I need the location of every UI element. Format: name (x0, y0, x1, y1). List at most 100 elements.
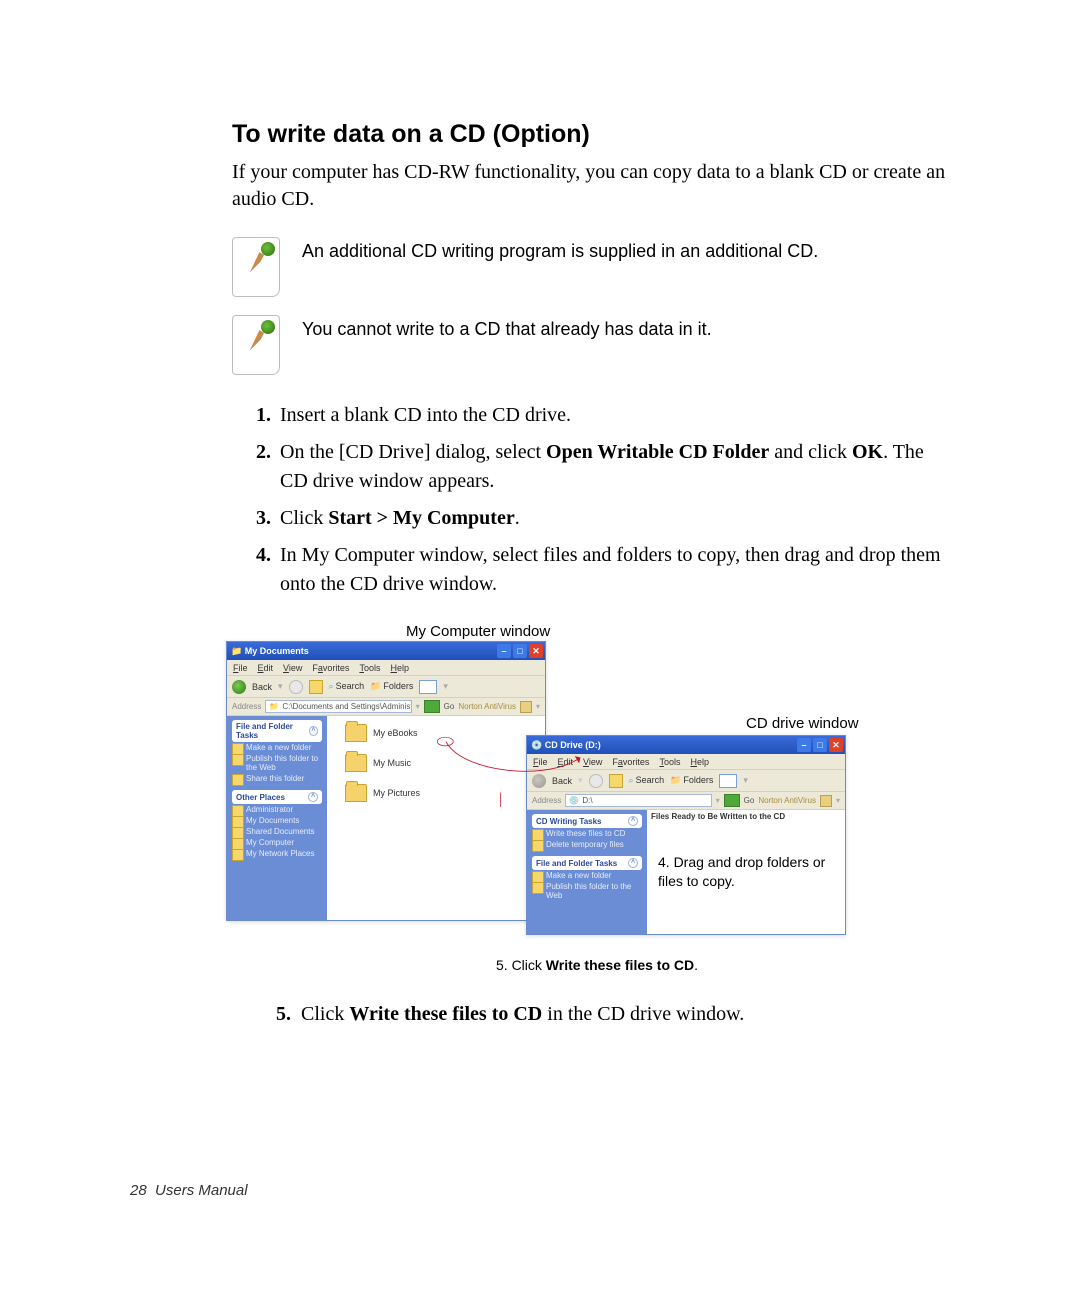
figure-area: My Computer window CD drive window 📁 My … (226, 627, 886, 987)
window-title: 💿 CD Drive (D:) (531, 740, 601, 751)
menu-view[interactable]: View (283, 663, 302, 673)
step-bold: Open Writable CD Folder (546, 441, 769, 463)
cd-drive-window: 💿 CD Drive (D:) – □ ✕ File Edit View Fav… (526, 735, 846, 935)
back-label: Back (552, 776, 572, 786)
note-icon (232, 237, 280, 297)
side-item[interactable]: Publish this folder to the Web (532, 881, 642, 901)
menu-help[interactable]: Help (390, 663, 409, 673)
go-label: Go (444, 702, 455, 711)
note-icon (232, 315, 280, 375)
side-item[interactable]: Delete temporary files (532, 839, 642, 850)
intro-paragraph: If your computer has CD-RW functionality… (232, 159, 950, 213)
norton-icon[interactable] (520, 701, 532, 713)
note-text: You cannot write to a CD that already ha… (302, 315, 712, 342)
side-item[interactable]: Administrator (232, 804, 322, 815)
step-text: On the [CD Drive] dialog, select (280, 441, 546, 463)
menu-view[interactable]: View (583, 757, 602, 767)
maximize-button[interactable]: □ (813, 738, 827, 752)
step-text: . (515, 507, 520, 529)
side-item[interactable]: Share this folder (232, 773, 322, 784)
step-3: Click Start > My Computer. (276, 504, 950, 533)
address-field[interactable]: 📁 C:\Documents and Settings\Administrato… (265, 700, 411, 713)
folder-pictures[interactable]: My Pictures (345, 784, 420, 802)
menu-help[interactable]: Help (690, 757, 709, 767)
close-button[interactable]: ✕ (829, 738, 843, 752)
menubar: File Edit View Favorites Tools Help (227, 660, 545, 676)
back-button (532, 774, 546, 788)
note-2: You cannot write to a CD that already ha… (232, 315, 950, 375)
callout-4: 4. Drag and drop folders or files to cop… (658, 853, 838, 891)
up-button[interactable] (309, 680, 323, 694)
side-item[interactable]: Make a new folder (232, 742, 322, 753)
norton-label: Norton AntiVirus (758, 796, 816, 805)
window-title: 📁 My Documents (231, 646, 309, 657)
menu-tools[interactable]: Tools (359, 663, 380, 673)
folder-icon (345, 784, 367, 802)
side-item[interactable]: My Documents (232, 815, 322, 826)
address-bar: Address 💿 D:\ ▾ Go Norton AntiVirus ▾ (527, 792, 845, 810)
minimize-button[interactable]: – (497, 644, 511, 658)
go-button[interactable] (424, 700, 440, 713)
back-button[interactable] (232, 680, 246, 694)
minimize-button[interactable]: – (797, 738, 811, 752)
side-item[interactable]: Publish this folder to the Web (232, 753, 322, 773)
search-button[interactable]: Search (329, 681, 365, 692)
titlebar: 📁 My Documents – □ ✕ (227, 642, 545, 660)
go-label: Go (744, 796, 755, 805)
main-pane: My eBooks My Music My Pictures (327, 716, 545, 920)
side-item[interactable]: My Computer (232, 837, 322, 848)
maximize-button[interactable]: □ (513, 644, 527, 658)
page-footer: 28 Users Manual (130, 1182, 248, 1199)
step-4: In My Computer window, select files and … (276, 541, 950, 599)
step-bold: Start > My Computer (328, 507, 514, 529)
step-5: 5.Click Write these files to CD in the C… (232, 1003, 950, 1026)
step-text: and click (769, 441, 852, 463)
address-label: Address (232, 702, 261, 711)
folder-music[interactable]: My Music (345, 754, 411, 772)
menu-file[interactable]: File (233, 663, 248, 673)
search-button[interactable]: Search (629, 775, 665, 786)
side-item-write-files[interactable]: Write these files to CD (532, 828, 642, 839)
views-button[interactable] (419, 680, 437, 694)
side-group-header[interactable]: File and Folder Tasks˄ (532, 856, 642, 870)
note-1: An additional CD writing program is supp… (232, 237, 950, 297)
close-button[interactable]: ✕ (529, 644, 543, 658)
note-text: An additional CD writing program is supp… (302, 237, 818, 264)
side-item[interactable]: Shared Documents (232, 826, 322, 837)
address-field[interactable]: 💿 D:\ (565, 794, 711, 807)
menu-file[interactable]: File (533, 757, 548, 767)
side-item[interactable]: Make a new folder (532, 870, 642, 881)
up-button[interactable] (609, 774, 623, 788)
toolbar: Back ▾ Search Folders ▾ (227, 676, 545, 698)
go-button[interactable] (724, 794, 740, 807)
menu-favorites[interactable]: Favorites (612, 757, 649, 767)
step-1: Insert a blank CD into the CD drive. (276, 401, 950, 430)
menu-edit[interactable]: Edit (258, 663, 274, 673)
norton-icon[interactable] (820, 795, 832, 807)
caption-cd-drive: CD drive window (746, 715, 859, 732)
caption-my-computer: My Computer window (406, 623, 550, 640)
folder-ebooks[interactable]: My eBooks (345, 724, 418, 742)
toolbar: Back ▾ Search Folders ▾ (527, 770, 845, 792)
titlebar: 💿 CD Drive (D:) – □ ✕ (527, 736, 845, 754)
step-2: On the [CD Drive] dialog, select Open Wr… (276, 438, 950, 496)
menu-favorites[interactable]: Favorites (312, 663, 349, 673)
side-pane: File and Folder Tasks˄ Make a new folder… (227, 716, 327, 920)
callout-5: 5. Click Write these files to CD. (496, 957, 698, 973)
side-pane: CD Writing Tasks˄ Write these files to C… (527, 810, 647, 934)
side-group-header[interactable]: CD Writing Tasks˄ (532, 814, 642, 828)
folder-icon (345, 754, 367, 772)
folders-button[interactable]: Folders (670, 775, 713, 786)
forward-button[interactable] (289, 680, 303, 694)
views-button[interactable] (719, 774, 737, 788)
menu-edit[interactable]: Edit (558, 757, 574, 767)
side-item[interactable]: My Network Places (232, 848, 322, 859)
address-label: Address (532, 796, 561, 805)
forward-button (589, 774, 603, 788)
menu-tools[interactable]: Tools (659, 757, 680, 767)
steps-list: Insert a blank CD into the CD drive. On … (232, 401, 950, 599)
side-group-header[interactable]: File and Folder Tasks˄ (232, 720, 322, 742)
side-group-header[interactable]: Other Places˄ (232, 790, 322, 804)
folders-button[interactable]: Folders (370, 681, 413, 692)
address-bar: Address 📁 C:\Documents and Settings\Admi… (227, 698, 545, 716)
